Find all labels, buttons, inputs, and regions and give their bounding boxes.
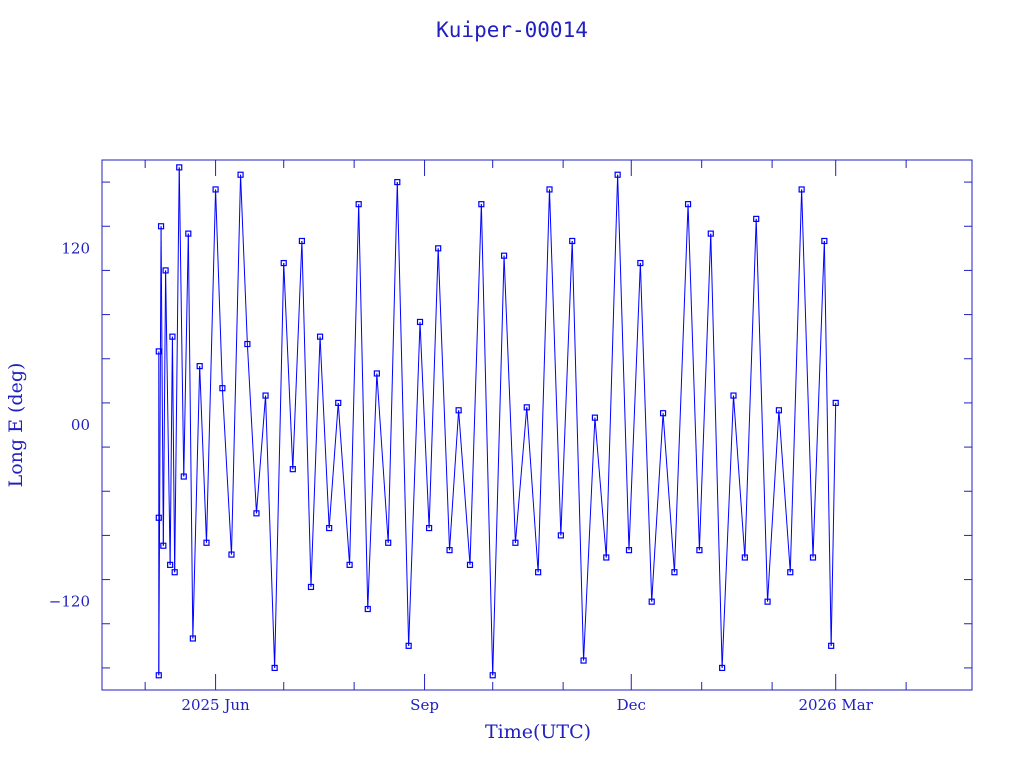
plot-content [155, 164, 839, 679]
x-axis: 2025 Jun Sep Dec 2026 Mar [144, 160, 907, 714]
series-segment [721, 395, 734, 668]
series-segment [169, 336, 173, 565]
series-segment [583, 417, 596, 661]
y-tick-label: 120 [61, 239, 90, 257]
y-tick-label: −120 [49, 593, 90, 611]
series-segment [594, 417, 607, 558]
series-segment [469, 204, 482, 565]
series-segment [387, 182, 398, 543]
series-segment [662, 413, 675, 573]
series-segment [571, 240, 585, 661]
series-segment [301, 240, 312, 587]
series-segment [710, 233, 723, 668]
x-axis-label: Time(UTC) [485, 721, 591, 743]
x-tick-label: Sep [410, 696, 439, 714]
series-segment [160, 226, 164, 546]
series-segment [503, 255, 516, 543]
series-segment [171, 336, 176, 573]
series-segment [240, 174, 248, 345]
series-segment [789, 189, 803, 573]
series-segment [192, 366, 201, 639]
series-segment [328, 402, 339, 529]
series-segment [537, 189, 550, 573]
x-tick-label: Dec [617, 696, 646, 714]
series-segment [437, 248, 451, 551]
series-segment [319, 336, 330, 529]
series-segment [812, 240, 825, 558]
axes-frame [101, 159, 973, 691]
series-segment [548, 189, 562, 536]
series-segment [246, 344, 257, 514]
series-segment [310, 336, 321, 587]
series-segment [292, 240, 303, 470]
series-segment [732, 395, 746, 558]
series-segment [526, 407, 539, 573]
series-segment [514, 407, 528, 543]
series-segment [698, 233, 712, 551]
series-segment [349, 204, 360, 565]
series-segment [801, 189, 814, 558]
series-segment [199, 366, 207, 543]
series-segment [230, 174, 242, 555]
series-segment [337, 402, 351, 565]
series-segment [162, 270, 167, 546]
series-segment [274, 263, 285, 668]
series-segment [376, 373, 389, 543]
series-segment [687, 204, 700, 551]
series-segment [767, 410, 780, 602]
chart-title: Kuiper-00014 [436, 18, 588, 42]
series-segment [419, 321, 430, 529]
series-segment [492, 255, 505, 676]
series-segment [480, 204, 494, 676]
series-segment [830, 402, 837, 646]
series-segment [165, 270, 171, 565]
y-axis-label: Long E (deg) [5, 363, 27, 488]
series-segment [778, 410, 791, 573]
series-segment [639, 263, 653, 602]
series-segment [744, 218, 757, 558]
series-segment [187, 233, 194, 639]
series-segment [367, 373, 378, 610]
series-segment [158, 226, 162, 676]
series-segment [458, 410, 471, 565]
series-segment [408, 321, 421, 646]
series-segment [221, 388, 232, 555]
x-tick-label: 2026 Mar [798, 696, 873, 714]
series-segment [605, 174, 619, 558]
series-segment [183, 233, 189, 477]
series-segment [396, 182, 410, 646]
series-segment [651, 413, 664, 602]
series-segment [174, 167, 180, 573]
series-segment [560, 240, 573, 536]
series-segment [265, 395, 276, 668]
series-segment [449, 410, 460, 551]
series-segment [215, 189, 223, 389]
series-segment [428, 248, 439, 529]
series-segment [358, 204, 369, 610]
series-segment [628, 263, 641, 551]
series-segment [617, 174, 630, 551]
data-point [832, 399, 839, 407]
series-segment [283, 263, 294, 470]
series-segment [755, 218, 769, 602]
series-segment [673, 204, 689, 573]
series-segment [823, 240, 832, 646]
y-axis: −120 00 120 [49, 181, 972, 669]
series-segment [205, 189, 217, 543]
x-tick-label: 2025 Jun [181, 696, 250, 714]
series-segment [255, 395, 267, 514]
y-tick-label: 00 [71, 416, 90, 434]
series-segment [178, 167, 185, 477]
